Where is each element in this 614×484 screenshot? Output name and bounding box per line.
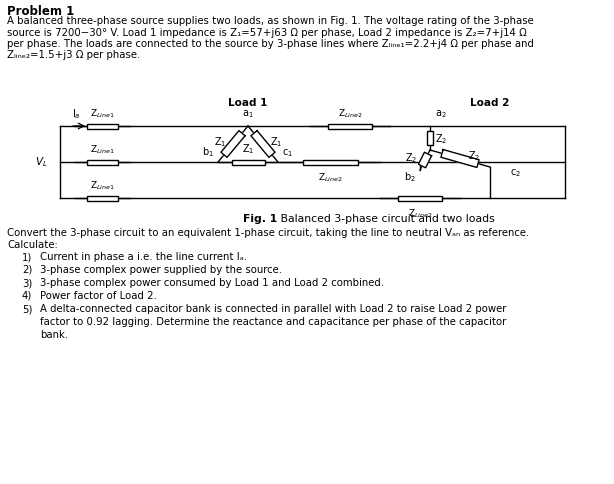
Bar (427, 131, 433, 145)
Text: 4): 4) (22, 291, 33, 301)
Polygon shape (441, 150, 479, 167)
Polygon shape (251, 131, 275, 157)
Text: Load 1: Load 1 (228, 98, 268, 108)
Text: Z$_2$: Z$_2$ (468, 150, 480, 164)
Bar (398, 196, 442, 200)
Text: b$_2$: b$_2$ (404, 170, 416, 184)
Text: per phase. The loads are connected to the source by 3-phase lines where Zₗᵢₙₑ₁=2: per phase. The loads are connected to th… (7, 39, 534, 49)
Text: Z$_1$: Z$_1$ (270, 135, 282, 149)
Bar (87, 123, 118, 128)
Text: Balanced 3-phase circuit and two loads: Balanced 3-phase circuit and two loads (277, 214, 495, 224)
Text: a$_1$: a$_1$ (242, 108, 254, 120)
Text: Z$_{Line1}$: Z$_{Line1}$ (90, 143, 114, 156)
Text: Z$_{Line1}$: Z$_{Line1}$ (90, 107, 114, 120)
Bar (87, 160, 118, 165)
Text: Convert the 3-phase circuit to an equivalent 1-phase circuit, taking the line to: Convert the 3-phase circuit to an equiva… (7, 228, 529, 238)
Text: Z$_1$: Z$_1$ (214, 135, 226, 149)
Text: A delta-connected capacitor bank is connected in parallel with Load 2 to raise L: A delta-connected capacitor bank is conn… (40, 304, 507, 314)
Text: 5): 5) (22, 304, 33, 314)
Text: Z$_{Line2}$: Z$_{Line2}$ (408, 207, 432, 220)
Text: Calculate:: Calculate: (7, 240, 58, 249)
Text: Problem 1: Problem 1 (7, 5, 74, 18)
Bar (328, 123, 372, 128)
Text: c$_1$: c$_1$ (282, 147, 293, 159)
Text: Z$_2$: Z$_2$ (405, 151, 417, 165)
Text: Z$_2$: Z$_2$ (435, 132, 448, 146)
Text: V$_L$: V$_L$ (35, 155, 48, 169)
Text: Z$_{Line2}$: Z$_{Line2}$ (338, 107, 362, 120)
Text: source is 7200−30° V. Load 1 impedance is Z₁=57+j63 Ω per phase, Load 2 impedanc: source is 7200−30° V. Load 1 impedance i… (7, 28, 527, 37)
Text: a$_2$: a$_2$ (435, 108, 446, 120)
Text: 3): 3) (22, 278, 33, 288)
Bar (87, 196, 118, 200)
Text: Fig. 1: Fig. 1 (243, 214, 277, 224)
Polygon shape (221, 131, 245, 157)
Text: 3-phase complex power consumed by Load 1 and Load 2 combined.: 3-phase complex power consumed by Load 1… (40, 278, 384, 288)
Text: Load 2: Load 2 (470, 98, 510, 108)
Text: 2): 2) (22, 265, 33, 275)
Text: Z$_1$: Z$_1$ (242, 142, 254, 156)
Polygon shape (418, 152, 432, 168)
Text: 3-phase complex power supplied by the source.: 3-phase complex power supplied by the so… (40, 265, 282, 275)
Text: I$_a$: I$_a$ (72, 107, 80, 121)
Text: bank.: bank. (40, 330, 68, 340)
Text: 1): 1) (22, 252, 33, 262)
Text: Z$_{Line1}$: Z$_{Line1}$ (90, 180, 114, 192)
Text: Power factor of Load 2.: Power factor of Load 2. (40, 291, 157, 301)
Text: c$_2$: c$_2$ (510, 167, 521, 179)
Text: Current in phase a i.e. the line current Iₐ.: Current in phase a i.e. the line current… (40, 252, 247, 262)
Text: A balanced three-phase source supplies two loads, as shown in Fig. 1. The voltag: A balanced three-phase source supplies t… (7, 16, 534, 26)
Text: factor to 0.92 lagging. Determine the reactance and capacitance per phase of the: factor to 0.92 lagging. Determine the re… (40, 317, 507, 327)
Text: Z$_{Line2}$: Z$_{Line2}$ (317, 171, 343, 183)
Text: Zₗᵢₙₑ₂=1.5+j3 Ω per phase.: Zₗᵢₙₑ₂=1.5+j3 Ω per phase. (7, 50, 140, 60)
Bar (303, 160, 357, 165)
Text: b$_1$: b$_1$ (202, 145, 214, 159)
Bar (231, 160, 265, 165)
